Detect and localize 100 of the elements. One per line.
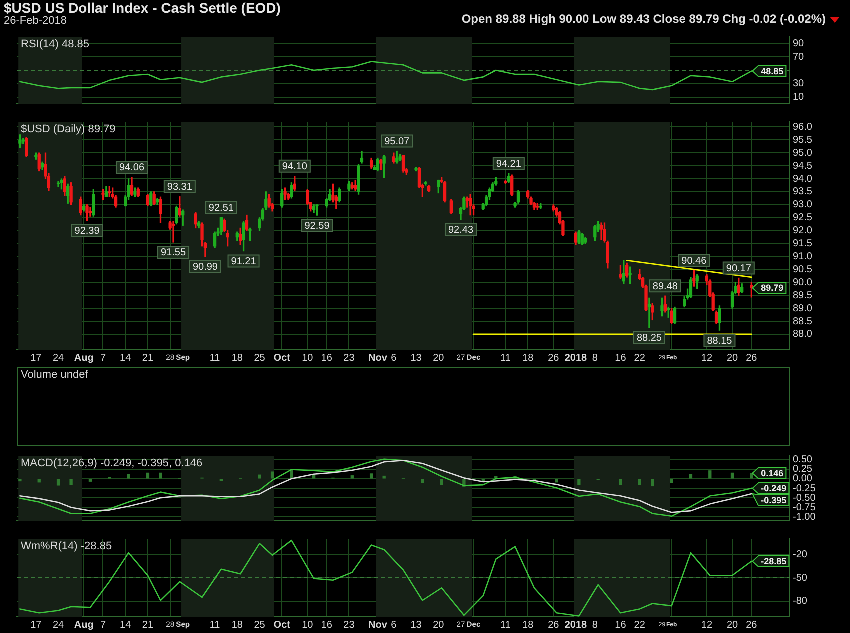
y-tick-label: -1.00 [793,512,816,523]
annotation: 91.55 [161,248,186,259]
annotation: 90.46 [682,256,708,267]
x-tick-label: 16 [615,620,627,631]
bar [670,479,674,484]
x-tick-label: 2018 [564,352,588,364]
x-tick-label: 20 [726,620,739,631]
x-tick-label: 18 [522,352,534,364]
y-tick-label: 30 [793,78,805,90]
x-tick-label: 14 [120,352,132,364]
y-tick-label: 89.5 [793,290,813,302]
bar [312,475,316,479]
y-tick-label: 93.0 [793,200,813,211]
y-tick-label: 88.0 [793,329,813,340]
x-tick-label: 11 [500,352,512,364]
y-tick-label: 70 [793,52,805,63]
chart-subtitle: 26-Feb-2018 [4,15,67,27]
y-tick-label: -20 [793,549,808,560]
x-tick-label: 13 [410,352,422,364]
annotation: 90.99 [192,262,218,274]
x-tick-label: 25 [254,352,266,364]
text: Open 89.88 High 90.00 Low 89.43 Close 89.79 Chg -0.02 (-0.02%) [462,12,826,26]
y-tick-label: 95.0 [793,148,813,159]
bar [88,479,92,482]
y-tick-label: 88.5 [793,316,813,328]
annotation: 91.21 [231,256,257,268]
x-tick-label: 22 [634,620,646,631]
annotation: 92.39 [74,226,100,237]
x-tick-label: 7 [100,620,106,631]
x-tick-label: 26 [548,352,560,364]
annotation: -0.395 [761,495,787,506]
y-tick-label: 91.0 [793,251,813,262]
x-tick-label: 18 [232,620,244,631]
x-tick-label: 20 [433,352,445,364]
annotation: 89.48 [652,281,678,292]
x-tick-label: 13 [410,620,422,631]
x-tick-label: 21 [142,620,154,631]
x-tick-label: 18 [522,620,534,631]
x-tick-label: Nov [368,352,388,364]
x-tick-label: 6 [391,352,398,364]
y-tick-label: 10 [793,92,805,104]
annotation: 0.146 [761,468,784,478]
x-tick-label: Oct [274,352,292,364]
annotation: 90.17 [726,263,752,274]
y-tick-label: -0.75 [793,502,816,514]
y-tick-label: 0.25 [793,464,813,476]
x-tick-label: 20 [726,352,739,364]
bar [619,479,622,486]
bar [730,472,734,479]
x-tick-label: 16 [615,352,627,364]
x-tick-label: 17 [30,620,42,631]
annotation: -0.249 [761,483,787,494]
bar [708,470,712,479]
x-tick-label: 17 [30,352,42,364]
x-tick-label: 10 [302,620,314,631]
candlestick [600,222,604,240]
bar [18,479,22,482]
x-tick-label: 16 [321,620,333,631]
y-tick-label: 92.5 [793,212,813,224]
annotation: -28.85 [761,556,787,566]
bar [689,474,693,479]
bar [578,479,581,486]
x-tick-label: 22 [634,352,646,364]
x-tick-label: Oct [274,620,292,631]
x-tick-label: 26 [548,620,560,631]
x-tick-label: 12 [701,620,713,631]
y-tick-label: -80 [793,596,808,608]
candlestick [88,207,92,217]
text: Volume undef [21,369,88,381]
annotation: 92.51 [208,202,234,214]
x-tick-label: 21 [142,352,154,364]
y-tick-label: -0.50 [793,492,816,504]
x-tick-label: 10 [302,352,314,364]
x-tick-label: 23 [344,620,356,631]
bar [651,479,654,487]
annotation: 48.85 [761,66,784,76]
y-axis-title: MACD(12,26,9) -0.249, -0.395, 0.146 [21,458,203,470]
x-tick-label: 26 [746,620,758,631]
x-tick-label: 18 [232,352,244,364]
y-tick-label: 89.0 [793,303,813,314]
x-tick-label: 24 [52,620,65,631]
y-axis-title: $USD (Daily) 89.79 [21,124,116,136]
x-tick-label: 23 [344,352,356,364]
x-tick-label: 2018 [564,620,588,631]
x-tick-label: Aug [74,620,94,631]
annotation: 88.15 [707,336,733,347]
annotation: 94.06 [119,162,145,174]
bar [70,479,73,486]
bar [370,474,374,479]
annotation: 94.10 [282,162,308,173]
y-axis-title: Wm%R(14) -28.85 [21,540,112,553]
bar [159,472,162,479]
bar [555,479,558,483]
bar [350,476,354,479]
bar [421,479,424,484]
y-tick-label: -0.25 [793,483,816,494]
y-tick-label: 0.50 [793,454,813,466]
bar [38,479,41,483]
y-tick-label: 95.5 [793,134,813,146]
x-tick-label: 11 [210,352,221,364]
